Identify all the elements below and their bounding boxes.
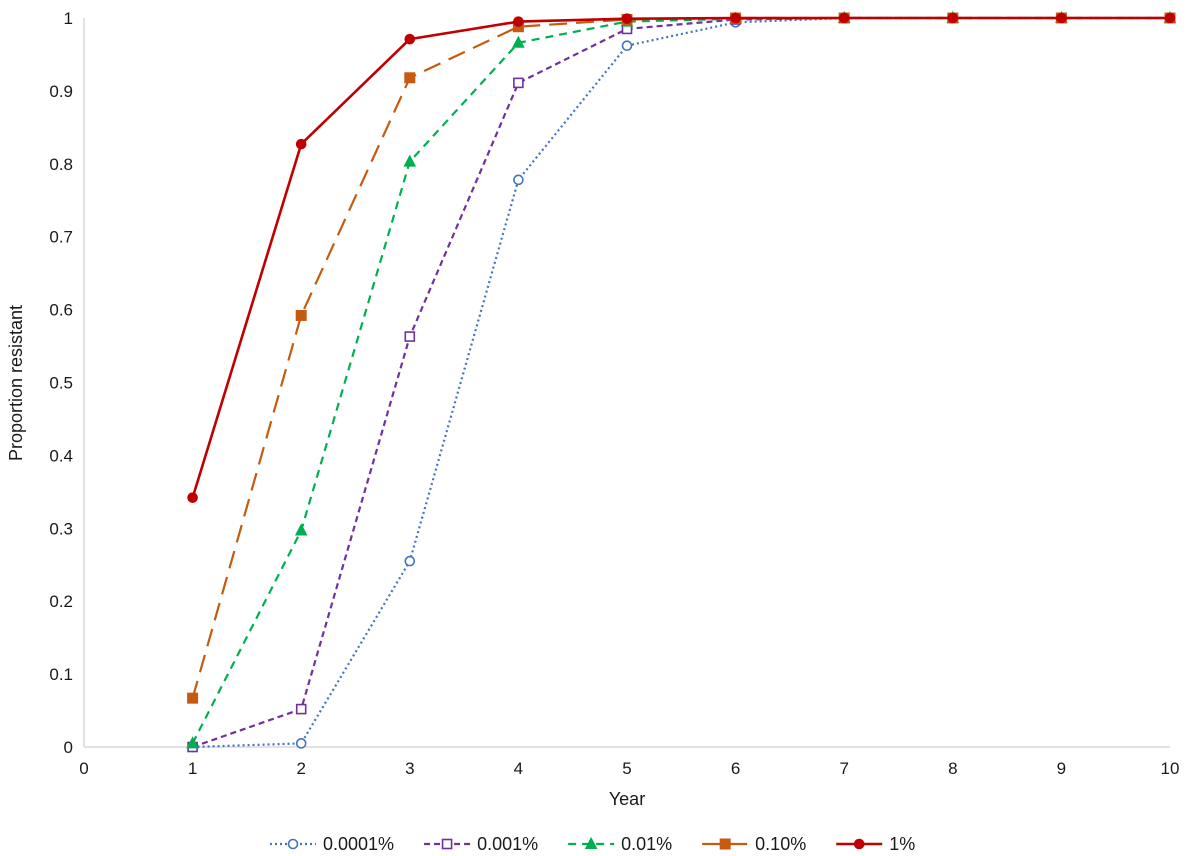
legend: 0.0001% 0.001% 0.01% 0.10% 1% [270,834,915,854]
legend-marker [853,838,865,850]
series-line [191,16,1170,699]
x-tick-label: 10 [1161,759,1180,778]
legend-label: 0.10% [755,834,806,854]
x-tick-label: 7 [839,759,848,778]
data-point [621,40,633,52]
data-point [404,33,416,45]
data-point [295,703,307,715]
x-tick-label: 0 [79,759,88,778]
legend-label: 0.001% [477,834,538,854]
series-line [191,16,1170,744]
x-tick-label: 2 [296,759,305,778]
y-tick-label: 0.3 [49,519,73,538]
x-tick-label: 3 [405,759,414,778]
legend-marker [584,836,598,849]
series-layer [186,10,1177,753]
data-point [187,492,198,503]
y-tick-label: 0.5 [49,374,73,393]
data-point [513,77,524,89]
data-point [1056,12,1067,24]
legend-label: 0.0001% [323,834,394,854]
series-line [192,16,1170,749]
y-tick-label: 0 [64,738,73,757]
y-tick-label: 0.6 [49,301,73,320]
data-point [404,72,416,84]
data-point [513,174,524,186]
legend-marker [287,838,299,850]
y-tick-label: 0.7 [49,228,73,247]
data-point [295,138,307,150]
y-tick-label: 0.2 [49,592,73,611]
legend-item: 0.01% [568,834,672,854]
legend-item: 1% [836,834,915,854]
x-axis-label: Year [609,789,645,809]
series-line [192,16,1170,749]
series-1% [187,12,1176,503]
data-point [404,331,416,342]
data-point [186,736,199,749]
x-tick-label: 8 [948,759,957,778]
data-point [187,692,199,704]
x-tick-label: 9 [1057,759,1066,778]
x-tick-label: 6 [731,759,740,778]
x-tick-label: 5 [622,759,631,778]
data-point [512,35,525,48]
data-point [838,12,850,24]
y-axis-label: Proportion resistant [6,305,26,461]
legend-marker [719,838,731,850]
data-point [294,523,308,536]
legend-label: 1% [889,834,915,854]
legend-marker [441,838,453,850]
y-tick-label: 0.9 [49,82,73,101]
x-tick-label: 4 [514,759,523,778]
legend-item: 0.001% [424,834,538,854]
data-point [513,16,524,27]
data-point [1164,12,1176,24]
y-tick-label: 0.1 [49,665,73,684]
data-point [621,13,633,25]
series-0.01% [186,10,1177,749]
y-tick-label: 0.8 [49,155,73,174]
y-tick-label: 1 [64,9,73,28]
data-point [295,309,307,321]
series-0.001% [187,12,1176,753]
series-0.0001% [187,12,1176,753]
data-point [295,738,307,749]
series-0.10% [187,12,1176,704]
series-line [191,16,1170,499]
x-tick-label: 1 [188,759,197,778]
data-point [403,154,417,167]
legend-label: 0.01% [621,834,672,854]
legend-item: 0.10% [702,834,806,854]
axes: 0 1 2 3 4 5 6 7 8 9 10 0 0.1 0.2 0.3 0.4 0.5 0.6 0.7 0.8 0.9… [49,9,1179,778]
data-point [730,12,741,24]
legend-item: 0.0001% [270,834,394,854]
data-point [947,12,959,24]
y-tick-label: 0.4 [49,446,73,465]
data-point [404,555,416,567]
